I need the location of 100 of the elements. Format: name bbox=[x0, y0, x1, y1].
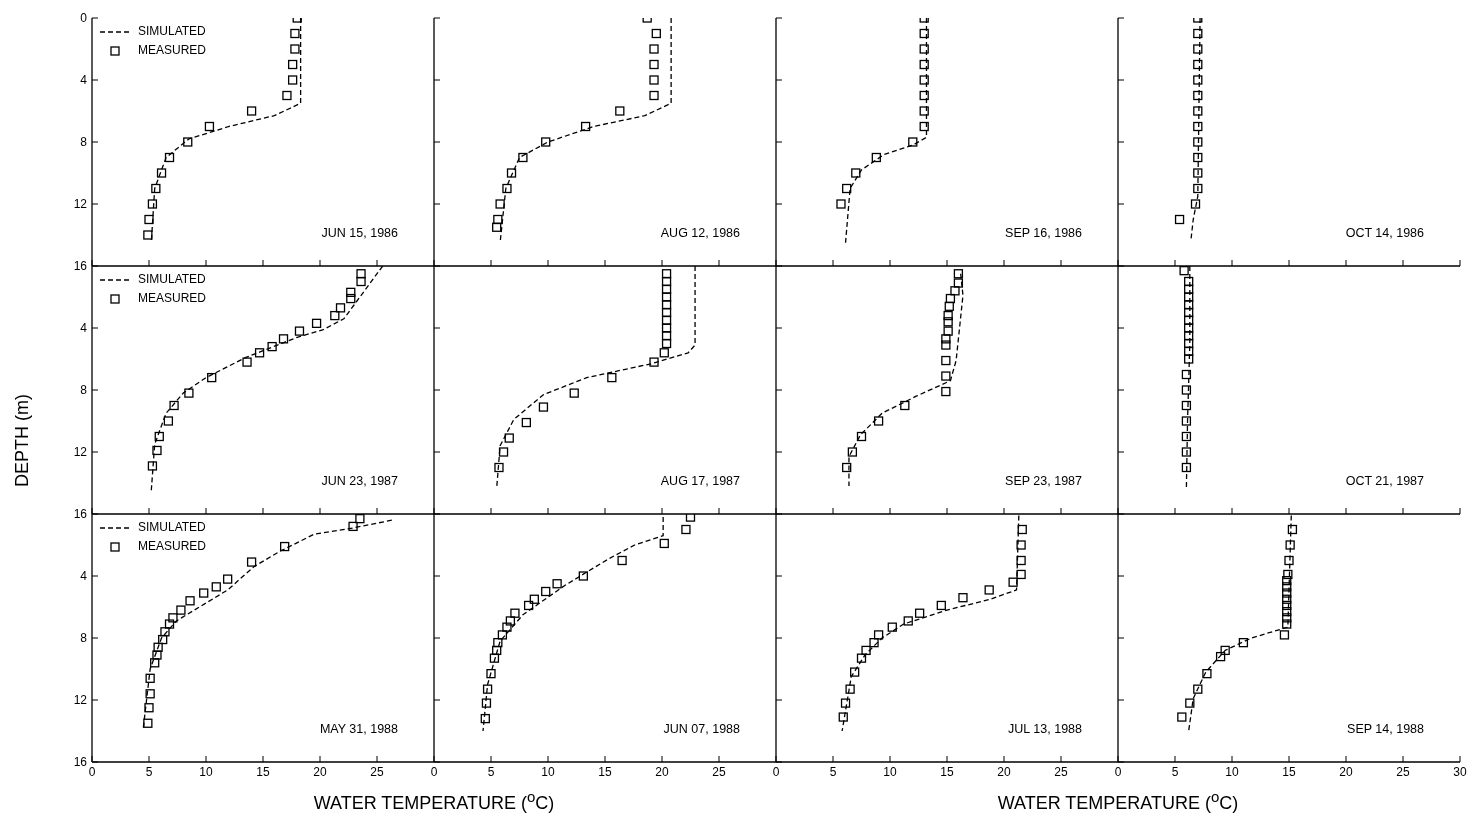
point bbox=[871, 152, 881, 163]
point bbox=[1184, 338, 1194, 349]
point bbox=[1282, 600, 1292, 611]
point bbox=[984, 585, 994, 595]
point bbox=[278, 334, 289, 344]
point bbox=[1193, 137, 1203, 147]
x-tick-label: 15 bbox=[598, 765, 612, 779]
point bbox=[164, 152, 175, 163]
point bbox=[502, 183, 512, 194]
x-tick-label: 15 bbox=[256, 765, 270, 779]
point bbox=[944, 301, 954, 311]
point bbox=[873, 416, 884, 426]
y-tick-label: 12 bbox=[73, 445, 88, 459]
point bbox=[661, 315, 672, 325]
point bbox=[649, 75, 659, 85]
point bbox=[936, 600, 946, 611]
point bbox=[1016, 569, 1026, 580]
x-tick-label: 20 bbox=[313, 765, 327, 779]
point bbox=[164, 619, 175, 629]
point bbox=[348, 521, 358, 532]
annotation: AUG 12, 1986 bbox=[660, 226, 740, 240]
point bbox=[145, 673, 155, 683]
point bbox=[1179, 266, 1189, 276]
point bbox=[144, 214, 154, 225]
point bbox=[1184, 315, 1194, 325]
point bbox=[144, 703, 154, 713]
point bbox=[282, 90, 292, 101]
point bbox=[580, 121, 591, 132]
point bbox=[506, 168, 517, 178]
point bbox=[836, 199, 846, 209]
point bbox=[661, 331, 672, 341]
point bbox=[1177, 712, 1187, 722]
point bbox=[1181, 462, 1192, 473]
point bbox=[1283, 569, 1293, 580]
point bbox=[246, 106, 257, 116]
point bbox=[1284, 555, 1294, 566]
point bbox=[943, 317, 953, 327]
point bbox=[661, 307, 672, 318]
point bbox=[1190, 199, 1201, 209]
point bbox=[1193, 121, 1203, 132]
point bbox=[649, 357, 659, 367]
point bbox=[661, 284, 672, 294]
point bbox=[1184, 292, 1194, 302]
point bbox=[1181, 416, 1192, 426]
point bbox=[943, 326, 953, 336]
point bbox=[290, 28, 300, 39]
annotation: JUN 07, 1988 bbox=[663, 722, 740, 736]
point bbox=[143, 230, 153, 240]
point bbox=[569, 388, 579, 398]
point bbox=[1193, 168, 1203, 178]
point bbox=[184, 388, 194, 398]
y-tick-label: 8 bbox=[80, 383, 88, 397]
y-tick-label: 4 bbox=[80, 569, 88, 583]
point bbox=[521, 417, 531, 428]
point bbox=[953, 278, 964, 288]
annotation: SEP 23, 1987 bbox=[1005, 474, 1082, 488]
point bbox=[1282, 576, 1292, 586]
legend-label: SIMULATED bbox=[138, 519, 206, 536]
point bbox=[842, 183, 852, 194]
y-tick-label: 16 bbox=[73, 507, 88, 521]
point bbox=[311, 318, 322, 328]
point bbox=[1181, 431, 1192, 442]
point bbox=[1184, 323, 1194, 333]
point bbox=[1193, 106, 1203, 116]
point bbox=[486, 669, 496, 679]
point bbox=[153, 642, 163, 652]
point bbox=[1220, 645, 1230, 656]
point bbox=[941, 355, 951, 366]
point bbox=[649, 44, 659, 54]
y-tick-label: 0 bbox=[80, 11, 88, 25]
point bbox=[335, 303, 346, 313]
point bbox=[552, 579, 562, 589]
point bbox=[1181, 369, 1192, 380]
point bbox=[246, 557, 257, 567]
point bbox=[493, 214, 503, 225]
point bbox=[287, 75, 298, 85]
point bbox=[649, 90, 659, 101]
point bbox=[908, 137, 918, 147]
x-tick-label: 10 bbox=[883, 765, 897, 779]
annotation: MAY 31, 1988 bbox=[319, 722, 398, 736]
y-tick-label: 4 bbox=[80, 321, 88, 335]
x-tick-label: 5 bbox=[829, 765, 837, 779]
point bbox=[661, 269, 672, 279]
x-tick-label: 10 bbox=[541, 765, 555, 779]
point bbox=[1185, 698, 1195, 708]
x-tick-label: 5 bbox=[1171, 765, 1179, 779]
point bbox=[211, 582, 221, 592]
point bbox=[504, 433, 514, 443]
point bbox=[163, 416, 174, 426]
point bbox=[494, 462, 504, 473]
point bbox=[851, 168, 861, 178]
legend-label: SIMULATED bbox=[138, 271, 206, 288]
x-tick-label: 0 bbox=[1114, 765, 1122, 779]
point bbox=[840, 698, 851, 708]
point bbox=[887, 622, 897, 632]
point bbox=[152, 445, 162, 456]
point bbox=[482, 684, 493, 694]
point bbox=[1193, 684, 1203, 694]
point bbox=[541, 586, 551, 597]
legend-label: MEASURED bbox=[138, 42, 207, 59]
